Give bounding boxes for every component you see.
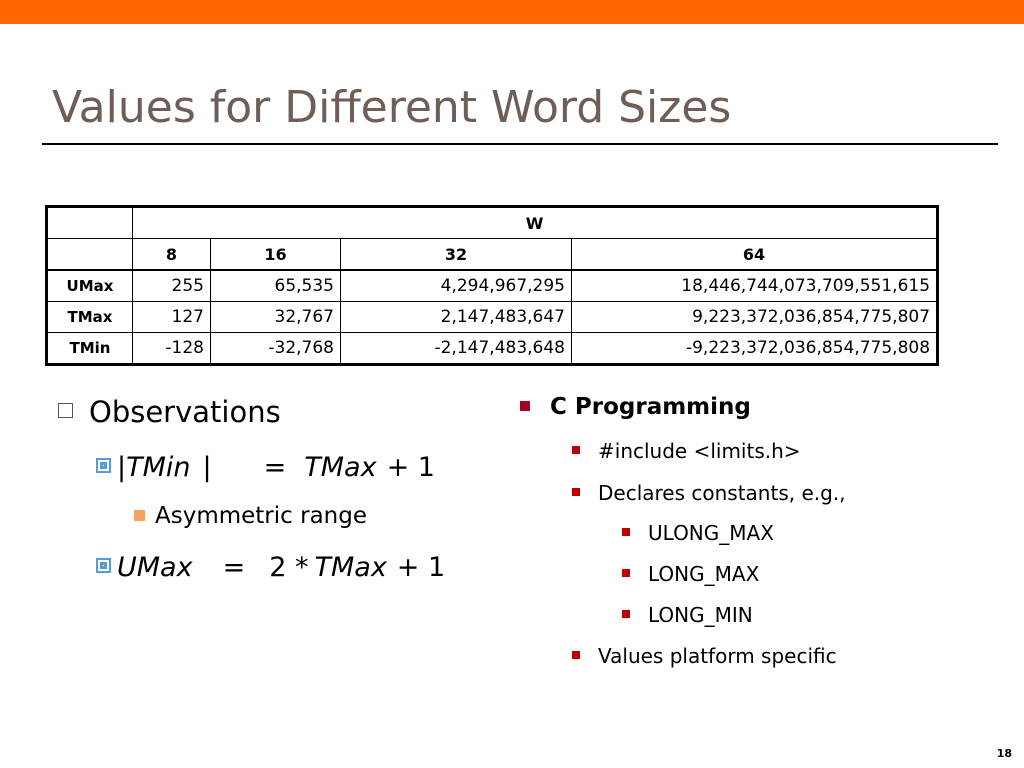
- table-cell: -9,223,372,036,854,775,808: [570, 332, 939, 365]
- orange-square-bullet-icon: [134, 510, 145, 521]
- list-item: Values platform specific: [572, 641, 837, 671]
- row-header: TMax: [46, 301, 133, 333]
- slide-title: Values for Different Word Sizes: [52, 82, 732, 133]
- word-size-table: W 8 16 32 64 UMax 255 65,535 4,294,967,2…: [45, 205, 940, 366]
- table-cell: -128: [132, 332, 211, 365]
- table-cell: 2,147,483,647: [340, 301, 572, 333]
- table-corner-cell: [46, 206, 133, 239]
- table-group-header: W: [131, 206, 939, 239]
- table-cell: 65,535: [210, 269, 341, 302]
- table-row: TMin -128 -32,768 -2,147,483,648 -9,223,…: [46, 332, 939, 365]
- column-header: 16: [210, 238, 341, 271]
- column-header: 64: [570, 238, 939, 271]
- table-corner-cell: [46, 238, 133, 271]
- blue-square-bullet-icon: [96, 458, 111, 473]
- observations-heading: Observations: [58, 392, 281, 432]
- list-item: Declares constants, e.g.,: [572, 478, 846, 508]
- table-cell: -2,147,483,648: [340, 332, 572, 365]
- table-row: TMax 127 32,767 2,147,483,647 9,223,372,…: [46, 301, 939, 333]
- list-item: ULONG_MAX: [622, 518, 774, 548]
- table-cell: 127: [132, 301, 211, 333]
- table-cell: 32,767: [210, 301, 341, 333]
- table-cell: 9,223,372,036,854,775,807: [570, 301, 939, 333]
- red-square-bullet-icon: [622, 610, 630, 618]
- list-item: LONG_MAX: [622, 559, 759, 589]
- red-square-bullet-icon: [572, 488, 580, 496]
- red-square-bullet-icon: [572, 651, 580, 659]
- row-header: UMax: [46, 269, 133, 302]
- top-accent-bar: [0, 0, 1024, 24]
- table-row: UMax 255 65,535 4,294,967,295 18,446,744…: [46, 269, 939, 302]
- equation-tmin-tmax: |TMin | = TMax + 1: [96, 448, 435, 488]
- red-square-bullet-icon: [622, 528, 630, 536]
- column-header: 32: [340, 238, 572, 271]
- red-square-bullet-icon: [622, 569, 630, 577]
- c-programming-heading: C Programming: [520, 390, 751, 424]
- table-cell: -32,768: [210, 332, 341, 365]
- hollow-square-bullet-icon: [58, 403, 73, 418]
- table-group-header-row: W: [46, 206, 939, 239]
- asymmetric-range-note: Asymmetric range: [134, 500, 367, 532]
- table-cell: 4,294,967,295: [340, 269, 572, 302]
- page-number: 18: [996, 747, 1012, 760]
- title-divider: [42, 143, 998, 145]
- blue-square-bullet-icon: [96, 558, 111, 573]
- table-cell: 18,446,744,073,709,551,615: [570, 269, 939, 302]
- table-cell: 255: [132, 269, 211, 302]
- equation-umax-tmax: UMax = 2 * TMax + 1: [96, 548, 445, 588]
- list-item: LONG_MIN: [622, 600, 753, 630]
- table-header-row: 8 16 32 64: [46, 238, 939, 271]
- list-item: #include <limits.h>: [572, 436, 801, 466]
- row-header: TMin: [46, 332, 133, 365]
- column-header: 8: [132, 238, 211, 271]
- red-square-bullet-icon: [520, 401, 530, 411]
- red-square-bullet-icon: [572, 446, 580, 454]
